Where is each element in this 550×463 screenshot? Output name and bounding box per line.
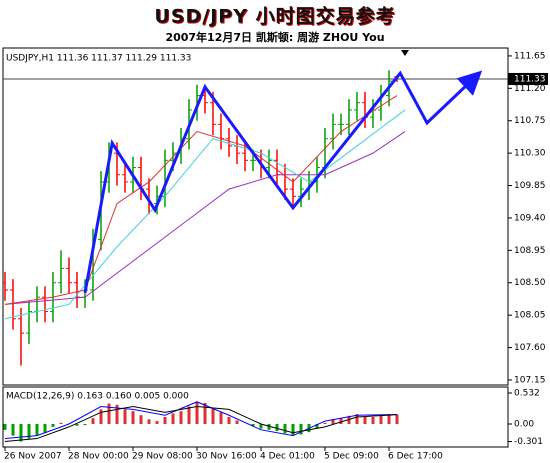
histogram-bar <box>59 422 63 424</box>
y-tick-label: 108.95 <box>514 246 546 256</box>
histogram-bar <box>35 423 39 436</box>
chart-title: USD/JPY 小时图交易参考 <box>154 5 395 28</box>
histogram-bar <box>235 420 239 424</box>
y-tick-label: 111.20 <box>514 84 546 94</box>
x-tick-label: 4 Dec 01:00 <box>260 452 315 462</box>
marker <box>401 50 409 56</box>
price-box <box>508 72 548 85</box>
histogram-bar <box>171 413 175 424</box>
x-tick-label: 6 Dec 17:00 <box>388 452 443 462</box>
x-tick-label: 30 Nov 16:00 <box>196 452 257 462</box>
histogram-bar <box>283 423 287 434</box>
histogram-bar <box>115 404 119 424</box>
y-tick-label: 110.75 <box>514 116 546 126</box>
histogram-bar <box>195 401 199 424</box>
histogram-bar <box>291 423 295 436</box>
histogram-bar <box>107 403 111 424</box>
histogram-bar <box>27 423 31 439</box>
histogram-bar <box>379 415 383 424</box>
macd-header: MACD(12,26,9) 0.163 0.160 0.005 0.000 <box>6 392 189 402</box>
histogram-bar <box>3 423 7 430</box>
histogram-bar <box>371 417 375 424</box>
histogram-bar <box>83 423 87 426</box>
histogram-bar <box>99 409 103 424</box>
histogram-bar <box>211 407 215 424</box>
subtitle: 2007年12月7日 凯斯顿: 周游 ZHOU You <box>165 30 384 44</box>
histogram-bar <box>179 411 183 424</box>
histogram-bar <box>395 414 399 424</box>
x-tick-label: 28 Nov 00:00 <box>68 452 129 462</box>
zigzag-path <box>83 70 483 294</box>
histogram-bar <box>131 411 135 424</box>
macd-line <box>4 401 398 440</box>
x-tick-label: 5 Dec 09:00 <box>324 452 379 462</box>
macd-panel <box>2 386 509 448</box>
histogram-bar <box>19 423 23 442</box>
histogram-bar <box>315 423 319 429</box>
y-tick-label: 108.05 <box>514 311 546 321</box>
histogram-bar <box>251 423 255 427</box>
histogram-bar <box>203 403 207 424</box>
histogram-bar <box>51 423 55 427</box>
histogram-bar <box>147 419 151 424</box>
y-tick-label: 109.40 <box>514 213 546 223</box>
histogram-bar <box>75 423 79 426</box>
x-tick-label: 29 Nov 08:00 <box>132 452 193 462</box>
histogram-bar <box>275 423 279 431</box>
y-tick-label: 107.60 <box>514 343 546 353</box>
price-label: 111.33 <box>514 74 546 84</box>
moving-average <box>4 95 398 305</box>
histogram-bar <box>331 419 335 424</box>
y-tick-label: 108.50 <box>514 278 546 288</box>
histogram-bar <box>387 414 391 424</box>
x-tick-label: 26 Nov 2007 <box>4 452 62 462</box>
histogram-bar <box>323 422 327 424</box>
histogram-bar <box>187 406 191 424</box>
panel-header: USDJPY,H1 111.36 111.37 111.29 111.33 <box>6 54 191 64</box>
moving-average <box>4 131 406 305</box>
histogram-bar <box>355 414 359 424</box>
macd-area <box>3 401 399 442</box>
histogram-bar <box>123 409 127 424</box>
macd-line <box>4 406 398 442</box>
histogram-bar <box>91 418 95 424</box>
histogram-bar <box>219 412 223 424</box>
histogram-bar <box>139 415 143 424</box>
histogram-bar <box>163 417 167 424</box>
histogram-bar <box>259 423 263 429</box>
histogram-bar <box>155 421 159 424</box>
histogram-bar <box>227 417 231 424</box>
y-tick-label: 107.15 <box>514 375 546 385</box>
y-tick-label: -0.301 <box>514 437 543 447</box>
y-tick-label: 110.30 <box>514 149 546 159</box>
main-panel <box>2 47 509 386</box>
y-tick-label: 0.532 <box>514 389 540 399</box>
histogram-bar <box>339 418 343 424</box>
histogram-bar <box>43 423 47 433</box>
histogram-bar <box>267 423 271 430</box>
y-tick-label: 111.65 <box>514 51 546 61</box>
y-tick-label: 0.00 <box>514 419 534 429</box>
histogram-bar <box>11 423 15 436</box>
histogram-bar <box>363 417 367 424</box>
y-tick-label: 109.85 <box>514 181 546 191</box>
histogram-bar <box>299 423 303 435</box>
